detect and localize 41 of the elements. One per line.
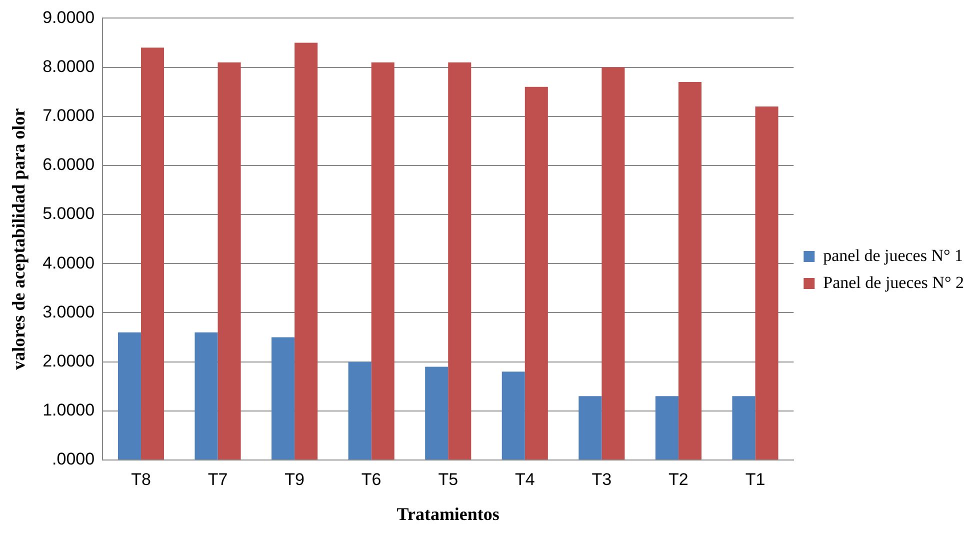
legend-label: Panel de jueces N° 2	[823, 272, 964, 292]
bar	[524, 86, 548, 460]
bar	[118, 332, 141, 460]
bar	[218, 62, 241, 460]
bar	[425, 366, 448, 460]
bar	[602, 67, 625, 460]
x-tick-label: T1	[745, 470, 766, 489]
bar	[655, 396, 678, 460]
bar	[678, 82, 702, 460]
x-tick-label: T4	[514, 470, 535, 489]
y-tick-label: 5.0000	[42, 204, 95, 224]
bar	[578, 396, 602, 460]
x-tick-label: T9	[284, 470, 304, 489]
bar	[194, 332, 218, 460]
y-tick-label: 2.0000	[42, 352, 95, 371]
bar	[272, 337, 295, 460]
y-tick-label: 8.0000	[42, 56, 95, 76]
x-tick-label: T6	[361, 470, 382, 489]
legend-label: panel de jueces N° 1	[823, 246, 964, 265]
y-axis-title: valores de aceptabilidad para olor	[8, 108, 28, 370]
y-tick-label: 6.0000	[42, 155, 95, 174]
x-tick-label: T2	[668, 470, 688, 489]
bar	[348, 362, 372, 460]
bar	[732, 396, 756, 460]
bar	[140, 48, 164, 460]
y-tick-label: .0000	[52, 450, 95, 469]
bar	[294, 42, 318, 460]
bar	[502, 372, 525, 460]
x-tick-label: T8	[131, 470, 151, 489]
bar	[448, 62, 472, 460]
x-axis-title: Tratamientos	[396, 504, 500, 524]
y-tick-label: 9.0000	[42, 8, 95, 27]
bar	[371, 62, 394, 460]
y-tick-label: 4.0000	[42, 253, 95, 272]
x-tick-label: T5	[438, 470, 458, 489]
y-tick-label: 7.0000	[42, 106, 95, 126]
y-tick-label: 3.0000	[42, 302, 95, 322]
x-tick-label: T7	[208, 470, 228, 489]
x-tick-label: T3	[592, 470, 612, 489]
y-tick-label: 1.0000	[42, 400, 95, 420]
bar	[755, 106, 778, 460]
